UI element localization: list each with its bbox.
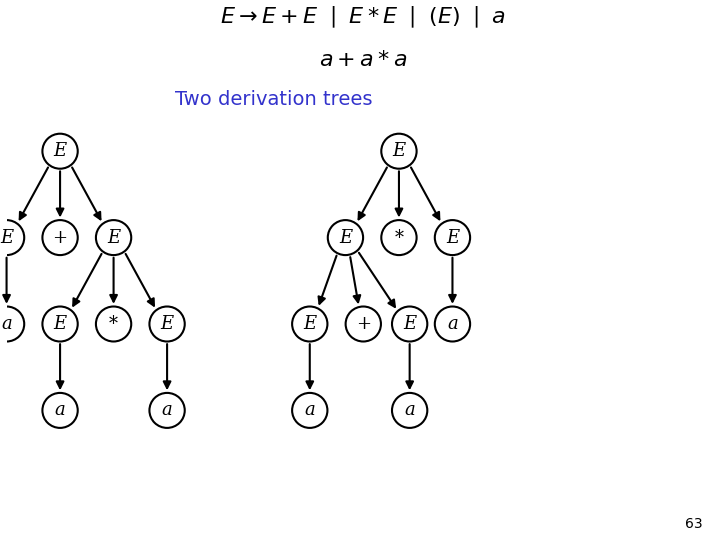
Ellipse shape [392,307,427,341]
Text: E: E [0,228,13,247]
Text: a: a [162,401,173,420]
Text: $a+a*a$: $a+a*a$ [319,50,408,71]
Text: *: * [109,315,118,333]
Text: E: E [161,315,174,333]
Text: +: + [53,228,68,247]
Ellipse shape [435,307,470,341]
Text: Two derivation trees: Two derivation trees [176,90,373,109]
Ellipse shape [150,307,185,341]
Text: a: a [404,401,415,420]
Ellipse shape [42,134,78,168]
Ellipse shape [328,220,363,255]
Text: $E \rightarrow E+E \;\mid\; E*E \;\mid\; (E) \;\mid\; a$: $E \rightarrow E+E \;\mid\; E*E \;\mid\;… [220,5,506,30]
Ellipse shape [42,393,78,428]
Ellipse shape [42,220,78,255]
Text: E: E [53,142,67,160]
Text: +: + [356,315,371,333]
Ellipse shape [435,220,470,255]
Ellipse shape [382,134,417,168]
Text: E: E [339,228,352,247]
Ellipse shape [96,220,131,255]
Text: E: E [303,315,316,333]
Text: a: a [55,401,66,420]
Text: a: a [1,315,12,333]
Ellipse shape [96,307,131,341]
Text: a: a [447,315,458,333]
Text: 63: 63 [685,517,702,531]
Ellipse shape [0,220,24,255]
Text: a: a [305,401,315,420]
Text: E: E [107,228,120,247]
Text: E: E [53,315,67,333]
Ellipse shape [150,393,185,428]
Ellipse shape [346,307,381,341]
Text: E: E [403,315,416,333]
Ellipse shape [0,307,24,341]
Ellipse shape [382,220,417,255]
Ellipse shape [292,307,328,341]
Ellipse shape [392,393,427,428]
Text: *: * [395,228,403,247]
Ellipse shape [292,393,328,428]
Text: E: E [446,228,459,247]
Ellipse shape [42,307,78,341]
Text: E: E [392,142,405,160]
